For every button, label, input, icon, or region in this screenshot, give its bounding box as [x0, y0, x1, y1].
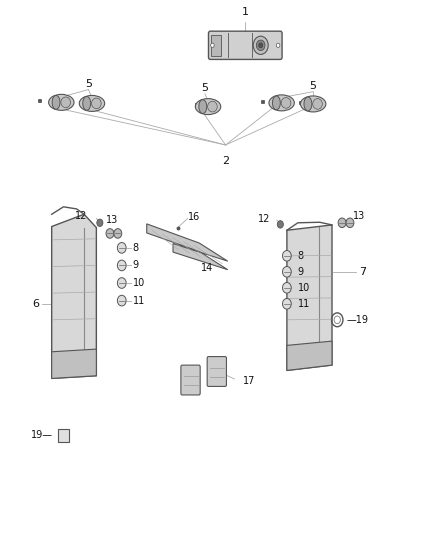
Polygon shape [287, 225, 332, 370]
Ellipse shape [208, 101, 217, 112]
Text: 8: 8 [133, 243, 139, 253]
Text: 19—: 19— [32, 431, 53, 440]
Circle shape [259, 43, 263, 48]
Ellipse shape [79, 95, 105, 111]
Text: 10: 10 [298, 283, 310, 293]
Ellipse shape [313, 99, 322, 109]
Text: 16: 16 [187, 213, 200, 222]
Polygon shape [287, 341, 332, 370]
Ellipse shape [49, 94, 74, 110]
FancyBboxPatch shape [181, 365, 200, 395]
Bar [261, 100, 264, 103]
Circle shape [253, 36, 268, 54]
Circle shape [211, 43, 214, 47]
Polygon shape [147, 224, 228, 270]
Text: 10: 10 [133, 278, 145, 288]
Ellipse shape [281, 98, 291, 108]
Circle shape [346, 218, 354, 228]
Text: 5: 5 [201, 83, 208, 93]
Ellipse shape [52, 95, 60, 109]
Circle shape [97, 219, 103, 227]
Circle shape [283, 266, 291, 277]
Circle shape [256, 40, 265, 51]
Circle shape [276, 43, 280, 47]
Text: 11: 11 [133, 296, 145, 305]
FancyBboxPatch shape [208, 31, 282, 59]
Text: 11: 11 [298, 299, 310, 309]
Circle shape [117, 243, 126, 253]
Ellipse shape [269, 95, 294, 111]
Circle shape [283, 298, 291, 309]
Text: —19: —19 [346, 315, 368, 325]
Text: 14: 14 [201, 263, 213, 273]
Circle shape [283, 251, 291, 261]
Circle shape [117, 295, 126, 306]
Circle shape [114, 229, 122, 238]
Bar [195, 103, 198, 107]
Circle shape [106, 229, 114, 238]
Text: 1: 1 [242, 7, 249, 17]
Text: 5: 5 [85, 79, 92, 89]
Text: 13: 13 [353, 211, 365, 221]
Bar [58, 429, 69, 442]
Polygon shape [52, 214, 96, 378]
Text: 6: 6 [32, 299, 39, 309]
Ellipse shape [92, 98, 101, 109]
Ellipse shape [300, 96, 326, 112]
Text: 7: 7 [359, 267, 366, 277]
Ellipse shape [61, 97, 71, 108]
FancyBboxPatch shape [207, 357, 226, 386]
Text: 9: 9 [133, 261, 139, 270]
Circle shape [277, 221, 283, 228]
Ellipse shape [83, 96, 91, 110]
Text: 12: 12 [75, 212, 88, 221]
Text: 13: 13 [106, 215, 118, 225]
Text: 5: 5 [310, 80, 317, 91]
Text: 12: 12 [258, 214, 271, 223]
Bar [299, 101, 302, 104]
Text: 9: 9 [298, 267, 304, 277]
Text: 2: 2 [222, 156, 229, 166]
Circle shape [117, 278, 126, 288]
Bar [211, 35, 221, 55]
Text: 17: 17 [243, 376, 255, 385]
Polygon shape [52, 349, 96, 378]
Circle shape [283, 282, 291, 293]
Ellipse shape [195, 99, 221, 115]
Ellipse shape [199, 100, 207, 114]
Circle shape [338, 218, 346, 228]
Circle shape [117, 260, 126, 271]
Ellipse shape [304, 97, 312, 111]
Ellipse shape [272, 96, 280, 110]
Text: 8: 8 [298, 251, 304, 261]
Bar [38, 99, 41, 102]
